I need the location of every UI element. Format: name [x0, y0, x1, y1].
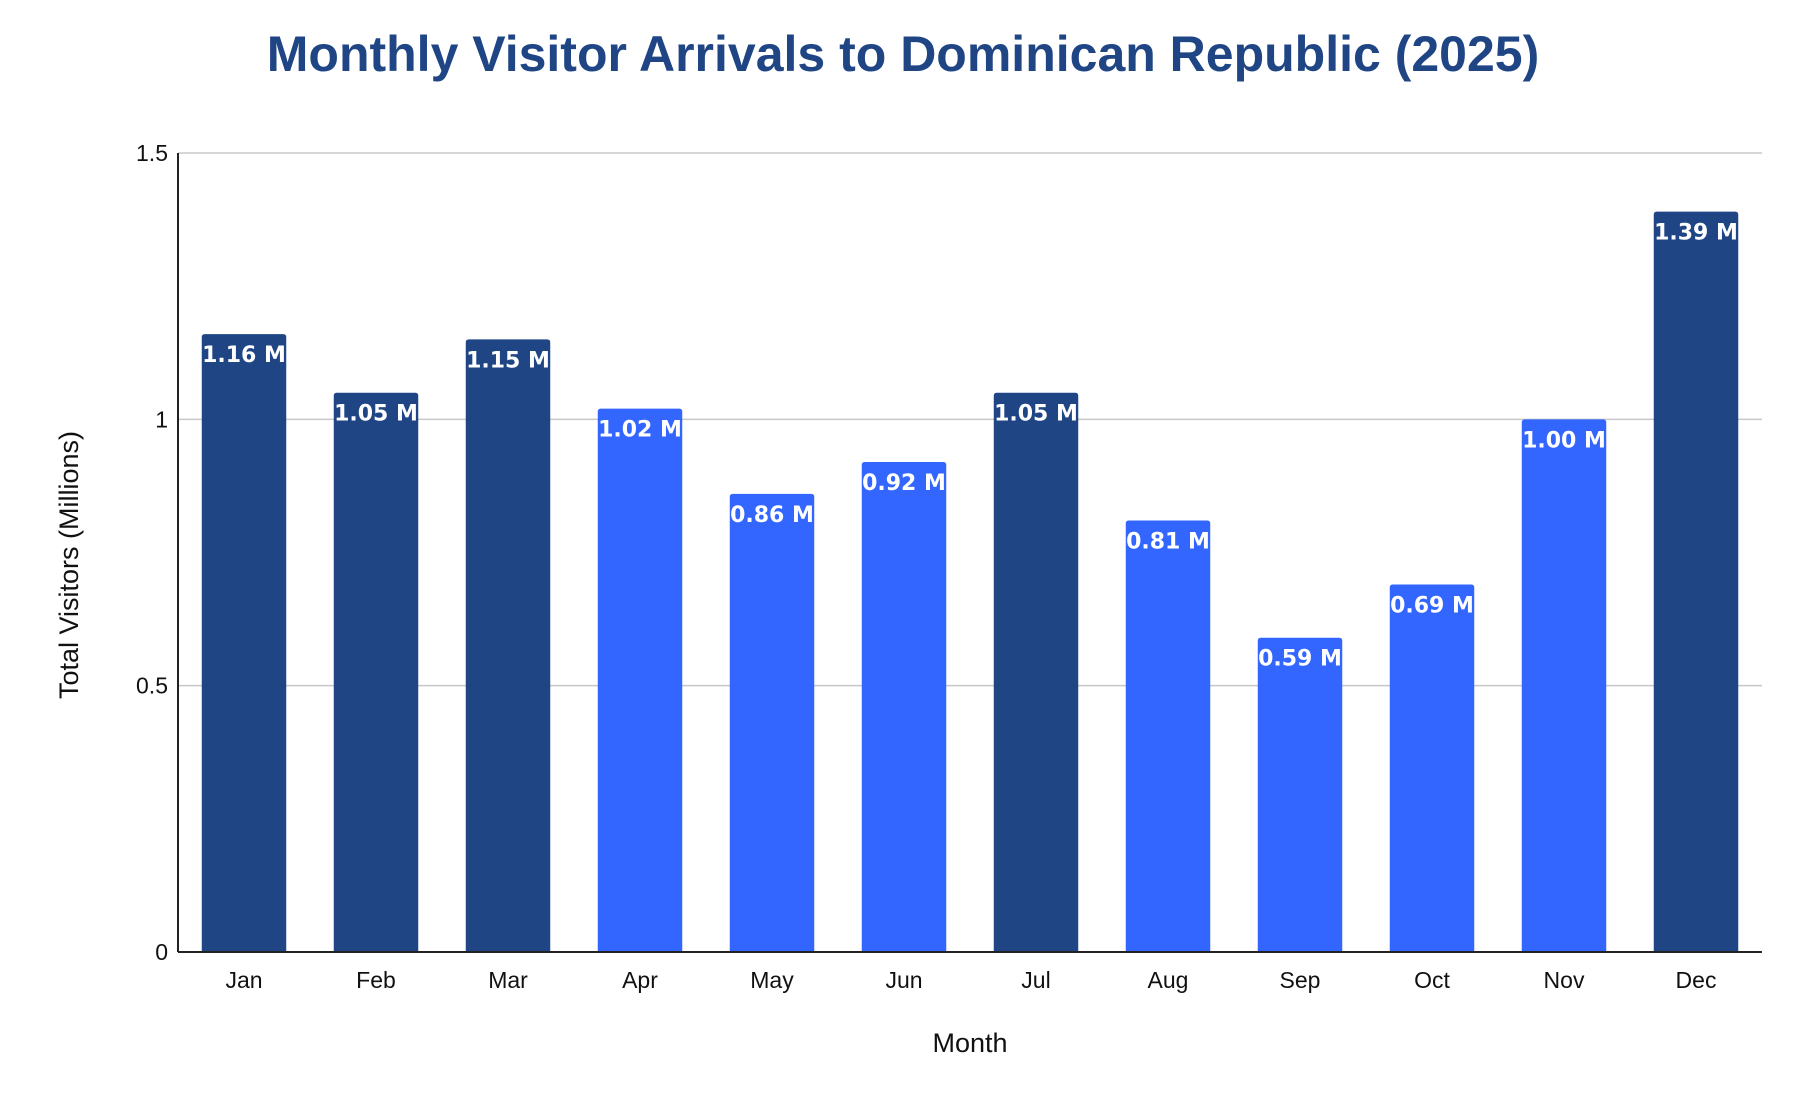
data-label: 1.39 M — [1654, 221, 1738, 246]
bar-mar — [465, 339, 551, 952]
x-tick-label: Mar — [488, 967, 528, 993]
y-tick-label: 1.5 — [136, 140, 168, 166]
y-tick-label: 0 — [155, 939, 168, 965]
data-label: 1.00 M — [1522, 428, 1606, 453]
y-axis-label: Total Visitors (Millions) — [54, 431, 84, 699]
bar-nov — [1521, 419, 1607, 952]
bar-jan — [201, 334, 287, 952]
x-tick-label: Jun — [885, 967, 922, 993]
x-tick-label: Dec — [1676, 967, 1717, 993]
x-tick-label: Nov — [1544, 967, 1585, 993]
bar-sep — [1257, 637, 1343, 952]
data-label: 1.05 M — [334, 402, 418, 427]
x-tick-label: Feb — [356, 967, 396, 993]
data-label: 0.92 M — [862, 471, 946, 496]
bar-dec — [1653, 211, 1739, 953]
chart-title: Monthly Visitor Arrivals to Dominican Re… — [267, 26, 1540, 82]
x-tick-label: May — [750, 967, 794, 993]
bars — [201, 211, 1739, 953]
bar-jun — [861, 461, 947, 952]
x-tick-label: Jan — [225, 967, 262, 993]
x-axis-label: Month — [932, 1028, 1007, 1058]
x-tick-labels: Jan Feb Mar Apr May Jun Jul Aug Sep Oct Nov Dec — [225, 967, 1716, 993]
bar-oct — [1389, 584, 1475, 952]
bar-aug — [1125, 520, 1211, 952]
y-tick-label: 0.5 — [136, 673, 168, 699]
x-tick-label: Jul — [1021, 967, 1050, 993]
data-label: 1.05 M — [994, 402, 1078, 427]
data-label: 1.16 M — [202, 343, 286, 368]
bar-feb — [333, 392, 419, 952]
data-label: 1.02 M — [598, 418, 682, 443]
gridlines — [178, 152, 1762, 687]
data-label: 0.69 M — [1390, 593, 1474, 618]
data-label: 0.86 M — [730, 503, 814, 528]
bar-may — [729, 493, 815, 952]
data-label: 0.81 M — [1126, 530, 1210, 555]
x-tick-label: Apr — [622, 967, 658, 993]
y-tick-labels: 0 0.5 1 1.5 — [136, 140, 168, 965]
x-tick-label: Aug — [1148, 967, 1189, 993]
bar-jul — [993, 392, 1079, 952]
data-labels: 1.16 M 1.05 M 1.15 M 1.02 M 0.86 M 0.92 M 1.05… — [202, 221, 1738, 672]
axes — [177, 153, 1762, 953]
data-label: 1.15 M — [466, 348, 550, 373]
y-tick-label: 1 — [155, 406, 168, 432]
data-label: 0.59 M — [1258, 647, 1342, 672]
x-tick-label: Sep — [1280, 967, 1321, 993]
x-tick-label: Oct — [1414, 967, 1450, 993]
bar-apr — [597, 408, 683, 952]
